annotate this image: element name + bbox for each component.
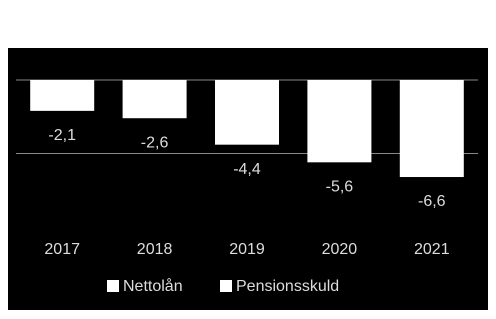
data-label: -2,1 [48, 127, 76, 144]
data-label: -2,6 [141, 134, 169, 151]
bar [122, 80, 187, 119]
x-tick-label: 2021 [414, 241, 450, 258]
data-label: -6,6 [418, 193, 446, 210]
x-tick-label: 2018 [137, 241, 173, 258]
bar [30, 80, 95, 111]
legend-swatch [107, 280, 119, 292]
bar [215, 80, 279, 145]
legend-swatch [220, 280, 232, 292]
x-tick-label: 2020 [322, 241, 358, 258]
legend-label: Pensionsskuld [236, 278, 339, 295]
bar [399, 80, 464, 178]
x-tick-label: 2019 [229, 241, 265, 258]
x-tick-label: 2017 [44, 241, 80, 258]
legend-label: Nettolån [123, 277, 183, 295]
data-label: -4,4 [233, 161, 261, 178]
data-label: -5,6 [326, 179, 354, 196]
bar [307, 80, 372, 163]
